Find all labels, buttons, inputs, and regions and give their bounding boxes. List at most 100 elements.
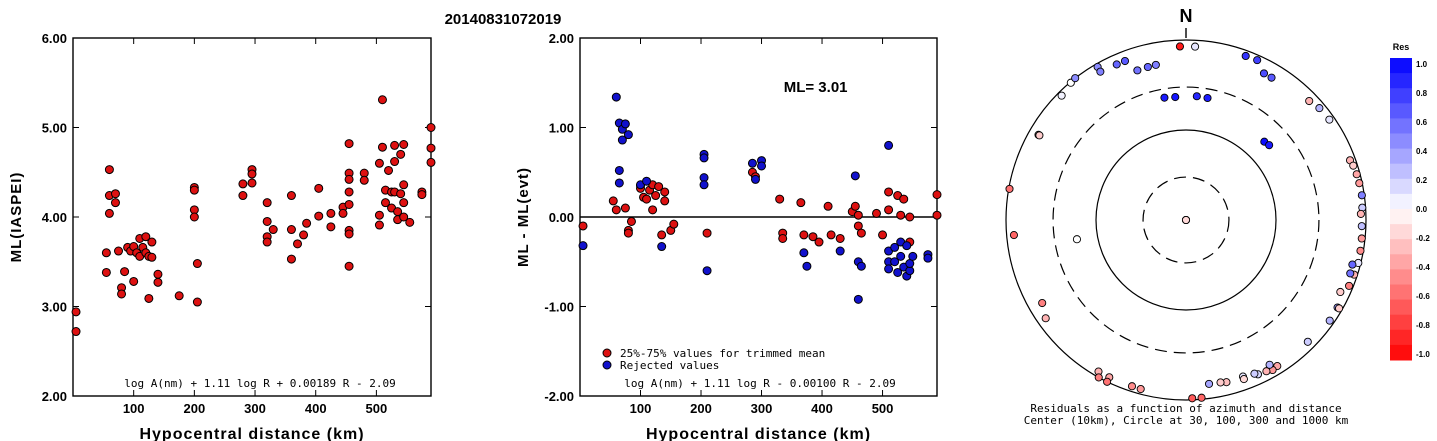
station-point	[1357, 234, 1366, 243]
rejected-point	[620, 119, 630, 129]
used-point	[314, 183, 324, 193]
used-point	[651, 191, 661, 201]
used-point	[262, 198, 272, 208]
colorbar-tick-label: -0.2	[1416, 234, 1430, 243]
used-point	[147, 252, 157, 262]
x-tick-label: 500	[872, 401, 894, 416]
legend-marker	[602, 360, 612, 370]
used-point	[390, 140, 400, 150]
colorbar-swatch	[1390, 73, 1412, 89]
used-point	[426, 143, 436, 153]
station-point	[1041, 314, 1050, 323]
legend-label: Rejected values	[620, 359, 719, 372]
used-point	[384, 165, 394, 175]
y-axis-label: ML(IASPEI)	[8, 172, 25, 263]
y-axis-label: ML - ML(evt)	[515, 167, 532, 267]
station-point	[1035, 131, 1044, 140]
y-tick-label: -2.00	[544, 389, 574, 404]
colorbar-swatch	[1390, 224, 1412, 240]
station-point	[1253, 56, 1262, 65]
used-point	[850, 201, 860, 211]
colorbar-swatch	[1390, 148, 1412, 165]
used-point	[626, 216, 636, 226]
used-point	[359, 175, 369, 185]
station-point	[1267, 73, 1276, 82]
x-tick-label: 200	[690, 401, 712, 416]
station-point	[1250, 369, 1259, 378]
used-point	[286, 191, 296, 201]
colorbar-swatch	[1390, 329, 1412, 346]
used-point	[114, 246, 124, 256]
used-point	[344, 261, 354, 271]
used-point	[314, 211, 324, 221]
station-point	[1171, 93, 1180, 102]
used-point	[778, 233, 788, 243]
rejected-point	[799, 248, 809, 258]
used-point	[835, 233, 845, 243]
used-point	[808, 232, 818, 242]
ml-residual-chart: 100 200 300 400 500 -2.00 -1.00 0.00 1.00 2.00 Hyp…	[515, 31, 942, 441]
station-point	[1094, 373, 1103, 382]
colorbar-tick-label: 0.8	[1416, 89, 1428, 98]
used-point	[899, 194, 909, 204]
used-point	[823, 201, 833, 211]
station-point	[1120, 56, 1130, 66]
station-point	[1038, 298, 1047, 308]
used-point	[826, 230, 836, 240]
rejected-point	[699, 180, 709, 190]
colorbar-swatch	[1390, 344, 1412, 361]
north-label: N	[1180, 6, 1193, 26]
station-point	[1071, 74, 1080, 83]
used-point	[396, 189, 406, 199]
colorbar-swatch	[1390, 178, 1412, 195]
used-point	[396, 149, 406, 159]
used-point	[344, 229, 354, 239]
station-point	[1345, 281, 1354, 290]
y-tick-label: 4.00	[42, 210, 67, 225]
used-point	[426, 123, 436, 132]
station-point	[1197, 393, 1206, 402]
used-point	[153, 269, 163, 279]
colorbar-swatch	[1390, 269, 1412, 285]
station-point	[1133, 66, 1142, 75]
used-point	[399, 180, 409, 190]
used-point	[417, 190, 427, 200]
station-point	[1160, 93, 1169, 102]
colorbar-tick-label: -1.0	[1416, 350, 1430, 359]
station-point	[1103, 377, 1112, 386]
used-point	[286, 225, 296, 235]
azimuth-residual-polar-chart: N Residuals as a function of azimuth and …	[1005, 6, 1367, 427]
rejected-point	[699, 153, 709, 163]
colorbar-swatch	[1390, 118, 1412, 134]
station-point	[1352, 170, 1361, 179]
used-point	[101, 248, 111, 258]
colorbar-swatch	[1390, 163, 1412, 180]
used-point	[405, 217, 415, 227]
colorbar-swatch	[1390, 239, 1412, 255]
legend-marker	[602, 348, 612, 358]
used-point	[426, 157, 436, 167]
used-point	[390, 157, 400, 167]
colorbar-tick-label: -0.4	[1416, 263, 1430, 272]
used-point	[110, 198, 120, 208]
used-point	[884, 205, 894, 215]
used-point	[648, 205, 658, 215]
x-axis-label: Hypocentral distance (km)	[139, 426, 364, 441]
y-tick-label: 0.00	[549, 210, 574, 225]
station-point	[1265, 141, 1274, 150]
station-point	[1348, 260, 1357, 269]
used-point	[905, 212, 915, 222]
used-point	[153, 277, 163, 287]
rejected-point	[850, 171, 860, 181]
rejected-point	[614, 178, 624, 188]
colorbar-tick-label: 0.0	[1416, 205, 1428, 214]
used-point	[374, 220, 384, 230]
rejected-point	[617, 135, 627, 145]
rejected-point	[856, 261, 866, 271]
used-point	[192, 259, 202, 269]
used-point	[657, 230, 667, 240]
used-point	[399, 140, 409, 150]
station-point	[1072, 235, 1081, 244]
used-point	[71, 327, 81, 337]
used-point	[608, 196, 618, 206]
